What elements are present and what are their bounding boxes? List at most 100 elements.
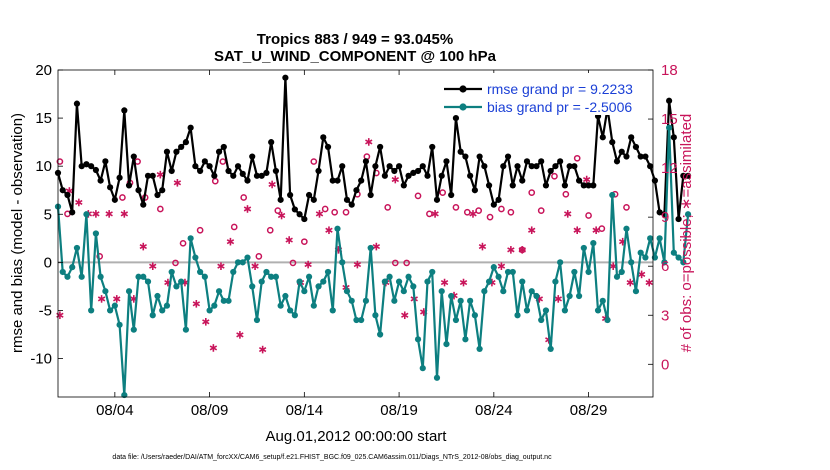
bias-point [571,268,578,276]
rmse-point [353,187,360,194]
rmse-point [467,172,474,179]
bias-point [239,259,246,266]
rmse-point [547,167,554,175]
rmse-point [362,158,370,165]
rmse-point [125,182,133,189]
rmse-point [73,100,81,107]
rmse-point [348,201,355,208]
bias-point [675,254,682,261]
rmse-point [287,191,294,199]
rmse-point [258,172,265,179]
rmse-point [443,158,450,165]
rmse-point [206,163,213,170]
rmse-point [301,215,308,223]
obs-possible-marker [274,207,282,214]
bias-point [339,259,346,266]
bias-point [201,273,208,280]
bias-point [168,268,175,276]
rmse-point [107,184,114,191]
obs-possible-marker [266,226,274,234]
rmse-point [609,139,616,146]
bias-point [448,292,455,300]
rmse-point [485,182,493,189]
rmse-point [448,191,455,199]
y-right-tick-label: 0 [661,356,669,373]
bias-point [580,244,587,252]
bias-point [632,288,640,295]
rmse-point [277,196,284,203]
rmse-point [249,153,256,160]
obs-assimilated-marker [304,260,312,269]
rmse-point [178,143,185,151]
bias-point [528,288,535,295]
x-axis-ticks: 08/04 08/09 08/14 08/19 08/24 08/29 [96,70,607,419]
rmse-point [471,187,478,194]
obs-assimilated-marker [353,260,362,269]
rmse-point [244,177,251,184]
rmse-point [329,177,336,184]
rmse-point [575,177,583,184]
rmse-point [92,166,99,174]
y-left-tick-label: -5 [39,302,52,319]
rmse-point [395,163,403,170]
rmse-point [433,196,441,203]
rmse-point [201,158,208,165]
rmse-point [220,143,227,151]
obs-possible-marker [623,203,630,211]
bias-point [661,259,668,266]
obs-possible-marker [119,194,126,201]
rmse-point [324,143,332,151]
bias-point [187,235,194,242]
rmse-point [97,177,104,184]
rmse-point [500,163,507,170]
rmse-point [557,158,564,165]
bias-point [623,225,630,232]
rmse-point [140,201,147,208]
x-tick-label: 08/09 [191,402,229,419]
rmse-point [523,158,531,165]
bias-point [230,268,237,276]
bias-point [637,249,644,256]
obs-possible-marker [426,210,433,218]
obs-assimilated-marker [573,226,581,235]
obs-possible-marker [498,205,505,213]
bias-point [287,307,294,314]
obs-assimilated-marker [226,237,235,246]
y-left-axis-ticks: 20 15 10 5 0 -5 -10 [30,62,63,368]
bias-point [159,307,166,314]
y-right-tick-label: 12 [661,160,678,177]
obs-assimilated-marker [202,317,210,326]
bias-point [320,278,327,285]
legend-rmse-label: rmse grand pr = 9.2233 [487,81,633,97]
rmse-point [680,172,687,179]
rmse-point [83,161,90,168]
rmse-point [429,143,436,151]
rmse-point [305,191,313,199]
bias-point [178,278,185,285]
bias-point [395,278,403,285]
obs-assimilated-marker [401,311,409,320]
obs-assimilated-marker [173,179,182,187]
bias-point [78,273,85,280]
bias-point [149,312,156,319]
rmse-point [632,143,640,151]
bias-point [197,268,204,276]
rmse-point [272,167,280,175]
y-right-axis-ticks: 18 15 12 9 6 3 0 [648,62,678,373]
obs-possible-marker [403,259,411,267]
x-tick-label: 08/14 [286,402,324,419]
bias-point [310,302,317,309]
obs-assimilated-marker [92,210,100,218]
rmse-point [116,174,123,181]
rmse-point [296,211,303,218]
rmse-point [168,167,175,175]
bias-point [83,211,90,218]
bias-point [410,283,417,290]
y-left-tick-label: 20 [35,62,52,79]
rmse-point [230,172,237,179]
x-tick-label: 08/19 [380,402,418,419]
y-left-tick-label: 15 [35,110,52,127]
rmse-point [675,215,682,223]
bias-point [557,259,564,266]
bias-point [429,268,436,276]
